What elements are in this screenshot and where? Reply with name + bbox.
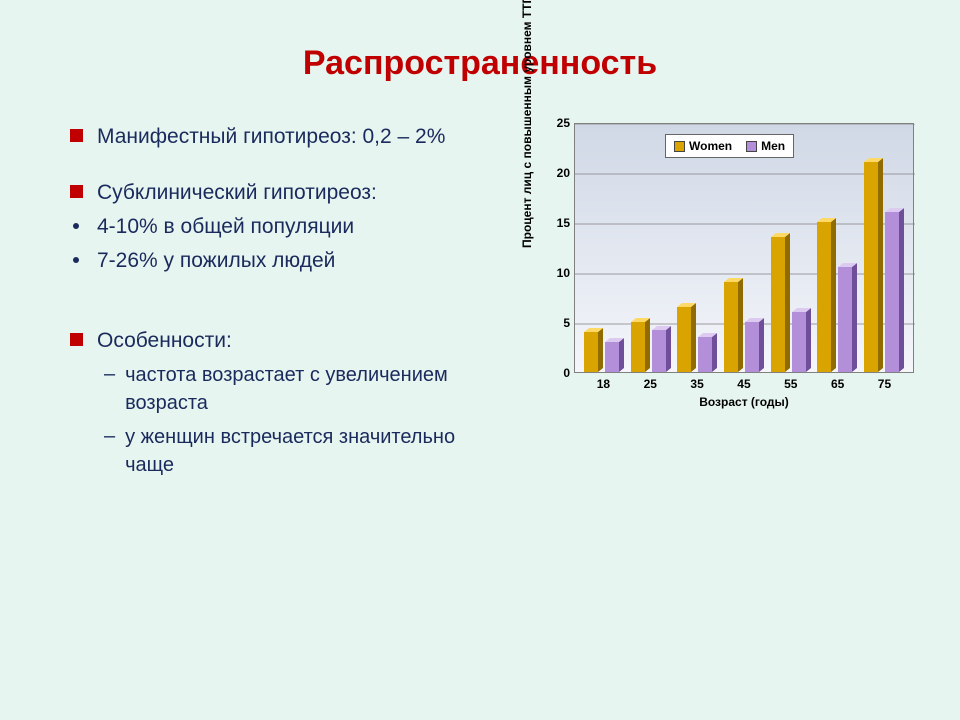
dot-bullet-icon: [73, 223, 79, 229]
xtick-label: 35: [681, 377, 713, 391]
bar-group: [677, 303, 717, 372]
xtick-label: 75: [868, 377, 900, 391]
chart-panel: Процент лиц с повышенным уровнем ТТГ 051…: [500, 123, 920, 485]
xtick-label: 18: [587, 377, 619, 391]
bullet-text: у женщин встречается значительно чаще: [125, 423, 480, 479]
bullet-text: Субклинический гипотиреоз:: [97, 179, 377, 207]
bullet-text: частота возрастает с увеличением возраст…: [125, 361, 480, 417]
bar-group: [724, 278, 764, 372]
bar: [885, 208, 904, 372]
bar: [652, 326, 671, 372]
bar: [792, 308, 811, 372]
bar: [631, 318, 650, 372]
bar-group: [771, 233, 811, 372]
bar: [817, 218, 836, 372]
chart-box: Процент лиц с повышенным уровнем ТТГ 051…: [540, 123, 920, 409]
dash-bullet-icon: –: [104, 361, 115, 387]
bar-group: [864, 158, 904, 372]
bullet-sub-elderly: 7-26% у пожилых людей: [70, 247, 480, 275]
dot-bullet-icon: [73, 257, 79, 263]
chart-ylabel: Процент лиц с повышенным уровнем ТТГ: [520, 0, 534, 248]
bullet-feat-women: – у женщин встречается значительно чаще: [70, 423, 480, 479]
ytick-label: 0: [563, 366, 570, 380]
bar: [584, 328, 603, 372]
chart-xlabel: Возраст (годы): [574, 395, 914, 409]
ytick-label: 20: [557, 166, 570, 180]
xtick-label: 55: [775, 377, 807, 391]
bullet-manifest: Манифестный гипотиреоз: 0,2 – 2%: [70, 123, 480, 151]
bar: [724, 278, 743, 372]
ytick-label: 15: [557, 216, 570, 230]
bar: [838, 263, 857, 372]
content-row: Манифестный гипотиреоз: 0,2 – 2% Субклин…: [0, 83, 960, 485]
bullet-text: Манифестный гипотиреоз: 0,2 – 2%: [97, 123, 445, 151]
bullet-features: Особенности:: [70, 327, 480, 355]
dash-bullet-icon: –: [104, 423, 115, 449]
square-bullet-icon: [70, 129, 83, 142]
bar-group: [584, 328, 624, 372]
bullet-text: 4-10% в общей популяции: [97, 213, 354, 241]
bullet-feat-age: – частота возрастает с увеличением возра…: [70, 361, 480, 417]
bar: [745, 318, 764, 372]
bullet-text: 7-26% у пожилых людей: [97, 247, 335, 275]
ytick-label: 5: [563, 316, 570, 330]
chart-yticks: 0510152025: [546, 123, 570, 373]
bar: [771, 233, 790, 372]
bar: [605, 338, 624, 372]
xtick-label: 65: [822, 377, 854, 391]
chart-plot-area: Women Men: [574, 123, 914, 373]
chart-xticks: 18 25 35 45 55 65 75: [574, 373, 914, 391]
bullet-text: Особенности:: [97, 327, 232, 355]
page-title: Распространенность: [0, 0, 960, 83]
bar: [698, 333, 717, 372]
bar: [864, 158, 883, 372]
bar-group: [817, 218, 857, 372]
bullet-subclinical: Субклинический гипотиреоз:: [70, 179, 480, 207]
bar: [677, 303, 696, 372]
chart-bars: [575, 124, 913, 372]
ytick-label: 10: [557, 266, 570, 280]
xtick-label: 45: [728, 377, 760, 391]
xtick-label: 25: [634, 377, 666, 391]
bullet-sub-general: 4-10% в общей популяции: [70, 213, 480, 241]
square-bullet-icon: [70, 185, 83, 198]
bar-group: [631, 318, 671, 372]
bullet-list: Манифестный гипотиреоз: 0,2 – 2% Субклин…: [70, 123, 500, 485]
square-bullet-icon: [70, 333, 83, 346]
ytick-label: 25: [557, 116, 570, 130]
